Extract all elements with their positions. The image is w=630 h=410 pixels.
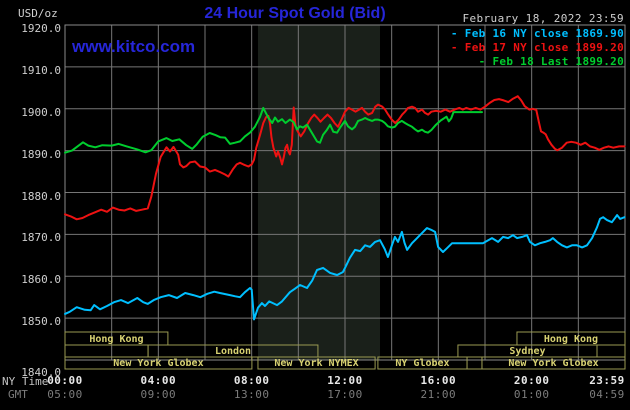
session-box	[64, 344, 149, 358]
y-axis-unit-label: USD/oz	[18, 7, 58, 20]
x-tick-ny: 00:00	[47, 374, 83, 387]
x-tick-gmt: 05:00	[47, 388, 83, 401]
session-box	[64, 356, 253, 370]
price-line-feb-16	[64, 214, 626, 321]
x-tick-ny: 20:00	[513, 374, 550, 387]
session-label: NY Globex	[395, 358, 449, 369]
x-tick-gmt: 09:00	[140, 388, 177, 401]
price-line-feb-17	[64, 95, 626, 221]
page-title: 24 Hour Spot Gold (Bid)	[204, 5, 386, 22]
session-label: London	[215, 346, 251, 357]
session-label: New York NYMEX	[274, 358, 358, 369]
session-box	[466, 356, 483, 370]
session-box	[481, 356, 626, 370]
x-tick-ny: 04:00	[140, 374, 177, 387]
price-line-feb-18	[64, 106, 483, 154]
session-label: Hong Kong	[89, 334, 143, 345]
session-label: Hong Kong	[544, 334, 598, 345]
y-tick-label: 1840.0	[21, 366, 61, 379]
x-tick-gmt: 21:00	[420, 388, 457, 401]
x-tick-ny: 08:00	[233, 374, 270, 387]
kitco-watermark-link[interactable]: www.kitco.com	[72, 37, 196, 56]
x-tick-ny: 16:00	[420, 374, 457, 387]
legend-entry-feb-17: - Feb 17 NY close 1899.20	[450, 41, 624, 54]
session-label: Sydney	[509, 346, 545, 357]
session-label: New York Globex	[508, 358, 598, 369]
y-tick-label: 1860.0	[21, 273, 61, 287]
session-label: New York Globex	[113, 358, 203, 369]
session-box	[596, 344, 626, 358]
y-tick-label: 1900.0	[21, 105, 61, 119]
gmt-row-label: GMT	[8, 388, 28, 401]
ny-time-row-label: NY Time	[2, 375, 49, 388]
x-tick-gmt: 01:00	[513, 388, 550, 401]
y-tick-label: 1910.0	[21, 63, 61, 77]
y-tick-label: 1890.0	[21, 147, 61, 161]
y-tick-label: 1870.0	[21, 231, 61, 245]
y-tick-label: 1880.0	[21, 189, 61, 203]
legend-entry-feb-18: - Feb 18 Last 1899.20	[478, 55, 624, 68]
x-tick-gmt: 17:00	[327, 388, 363, 401]
y-tick-label: 1920.0	[21, 22, 61, 35]
x-tick-ny: 12:00	[327, 374, 363, 387]
chart-datetime: February 18, 2022 23:59	[462, 12, 624, 25]
x-tick-gmt: 13:00	[233, 388, 270, 401]
x-tick-gmt: 04:59	[589, 388, 625, 401]
plot-frame	[64, 24, 626, 361]
x-tick-ny: 23:59	[589, 374, 625, 387]
y-tick-label: 1850.0	[21, 315, 61, 329]
legend-entry-feb-16: - Feb 16 NY close 1869.90	[450, 27, 624, 40]
session-box	[257, 356, 376, 370]
